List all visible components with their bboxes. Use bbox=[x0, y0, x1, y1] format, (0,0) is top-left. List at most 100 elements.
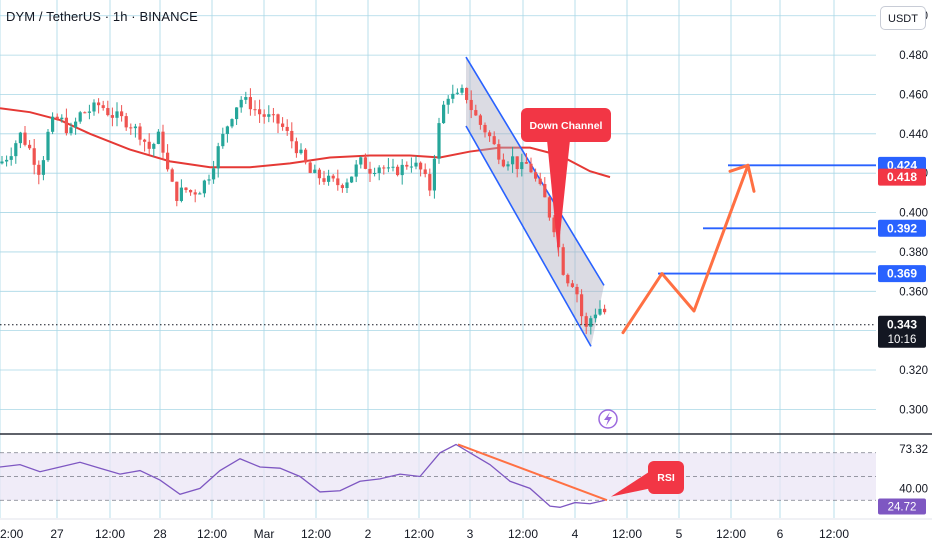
candle-body bbox=[74, 121, 78, 128]
candle-body bbox=[46, 131, 50, 161]
candle-body bbox=[331, 175, 335, 179]
candle-body bbox=[175, 181, 179, 201]
candle-body bbox=[110, 115, 114, 118]
candle-body bbox=[248, 97, 252, 110]
candle-body bbox=[225, 126, 229, 134]
candle-body bbox=[97, 102, 101, 106]
callout-pointer bbox=[547, 140, 570, 254]
candle-body bbox=[308, 162, 312, 173]
price-badge bbox=[878, 265, 926, 283]
price-badge-text: 0.369 bbox=[887, 267, 917, 281]
annotations: Down Channel RSI bbox=[521, 108, 684, 497]
price-badge bbox=[878, 168, 926, 186]
candle-body bbox=[575, 286, 579, 295]
time-tick-label: 3 bbox=[467, 527, 474, 541]
candle-body bbox=[129, 127, 133, 129]
candle-body bbox=[529, 163, 533, 173]
down-channel bbox=[465, 56, 605, 347]
candle-body bbox=[87, 111, 91, 113]
time-tick-label: 12:00 bbox=[612, 527, 642, 541]
rsi-badge-text: 24.72 bbox=[888, 501, 917, 513]
time-tick-label: 6 bbox=[777, 527, 784, 541]
candle-body bbox=[501, 159, 505, 167]
candle-body bbox=[198, 193, 202, 195]
candle-body bbox=[156, 131, 160, 144]
candle-body bbox=[51, 116, 55, 132]
time-tick-label: Mar bbox=[254, 527, 275, 541]
candle-body bbox=[271, 114, 275, 116]
candle-body bbox=[60, 117, 64, 120]
candle-body bbox=[405, 164, 409, 167]
rsi-line bbox=[0, 443, 606, 508]
rsi-callout bbox=[648, 461, 684, 494]
candle-body bbox=[428, 174, 432, 191]
price-badge-text: 0.343 bbox=[887, 317, 917, 331]
candle-body bbox=[543, 184, 547, 198]
candle-body bbox=[317, 169, 321, 179]
candle-body bbox=[442, 104, 446, 124]
candle-body bbox=[221, 133, 225, 147]
time-tick-label: 28 bbox=[153, 527, 167, 541]
candle-body bbox=[460, 87, 464, 93]
candle-body bbox=[598, 308, 602, 315]
candle-body bbox=[244, 97, 248, 100]
price-tick-label: 0.440 bbox=[899, 129, 928, 141]
candle-body bbox=[69, 127, 73, 134]
candle-body bbox=[474, 110, 478, 116]
candle-body bbox=[184, 187, 188, 191]
rsi-callout-pointer bbox=[611, 470, 652, 497]
candle-body bbox=[41, 160, 45, 175]
candle-body bbox=[451, 93, 455, 99]
candle-body bbox=[101, 105, 105, 109]
price-tick-label: 0.380 bbox=[899, 247, 928, 259]
time-tick-label: 12:00 bbox=[301, 527, 331, 541]
lightning-icon[interactable] bbox=[598, 409, 618, 429]
candle-body bbox=[520, 162, 524, 170]
candle-body bbox=[14, 143, 18, 157]
candle-body bbox=[465, 87, 469, 100]
candle-body bbox=[432, 158, 436, 191]
candle-body bbox=[511, 156, 515, 165]
candle-body bbox=[5, 159, 9, 162]
candle-body bbox=[28, 144, 32, 149]
candle-body bbox=[524, 162, 528, 164]
price-tick-label: 0.300 bbox=[899, 404, 928, 416]
candle-body bbox=[322, 178, 326, 182]
candle-body bbox=[258, 109, 262, 115]
candle-body bbox=[37, 164, 41, 175]
candle-body bbox=[400, 164, 404, 176]
price-tick-label: 0.480 bbox=[899, 50, 928, 62]
candle-body bbox=[23, 132, 27, 145]
candle-body bbox=[603, 308, 607, 313]
candle-body bbox=[235, 107, 239, 120]
currency-button[interactable]: USDT bbox=[880, 6, 926, 30]
candle-body bbox=[189, 190, 193, 193]
candle-body bbox=[124, 116, 128, 128]
candle-body bbox=[497, 144, 501, 160]
candle-body bbox=[382, 167, 386, 169]
candle-body bbox=[391, 166, 395, 168]
time-tick-label: 12:00 bbox=[819, 527, 849, 541]
projection-line bbox=[621, 163, 750, 335]
time-tick-label: 2 bbox=[365, 527, 372, 541]
rsi-badge bbox=[878, 498, 926, 515]
candle-body bbox=[120, 111, 124, 117]
candle-body bbox=[55, 116, 59, 120]
price-axis: 0.5000.4800.4600.4400.4200.4000.3800.360… bbox=[878, 11, 928, 515]
candle-body bbox=[580, 294, 584, 317]
channel-lower-line bbox=[465, 125, 592, 347]
channel-fill bbox=[466, 57, 604, 347]
candle-body bbox=[570, 283, 574, 287]
candle-body bbox=[161, 131, 165, 153]
down-channel-callout bbox=[521, 108, 611, 142]
candle-body bbox=[239, 99, 243, 108]
candle-body bbox=[207, 179, 211, 181]
price-tick-label: 0.320 bbox=[899, 365, 928, 377]
candle-body bbox=[106, 108, 110, 116]
candle-body bbox=[455, 92, 459, 94]
candle-body bbox=[368, 168, 372, 174]
candle-body bbox=[64, 117, 68, 134]
candle-body bbox=[281, 123, 285, 127]
candle-body bbox=[359, 157, 363, 165]
